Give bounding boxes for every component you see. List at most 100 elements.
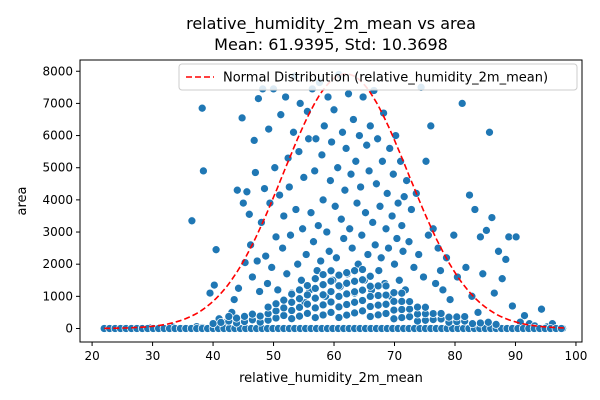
- data-point: [363, 250, 373, 259]
- y-tick-label: 8000: [42, 64, 73, 78]
- data-point: [295, 303, 304, 312]
- data-point: [318, 270, 328, 279]
- data-point: [270, 163, 280, 173]
- data-point: [436, 309, 446, 318]
- data-point: [378, 156, 387, 166]
- data-point: [511, 232, 521, 242]
- data-point: [482, 226, 491, 235]
- data-point: [287, 314, 297, 324]
- data-point: [368, 218, 378, 227]
- data-point: [346, 169, 356, 179]
- data-point: [295, 311, 304, 321]
- data-point: [276, 110, 286, 120]
- data-point: [504, 232, 514, 242]
- data-point: [398, 246, 408, 256]
- data-point: [357, 230, 367, 240]
- data-point: [409, 263, 419, 272]
- data-point: [260, 184, 269, 193]
- data-point: [414, 250, 424, 259]
- data-point: [263, 302, 273, 312]
- data-point: [291, 205, 301, 214]
- data-point: [389, 297, 399, 306]
- data-point: [467, 291, 477, 301]
- data-point: [376, 253, 386, 263]
- data-point: [520, 311, 529, 320]
- y-tick-label: 3000: [42, 225, 73, 239]
- data-point: [419, 272, 428, 282]
- data-point: [340, 185, 350, 195]
- data-point: [317, 150, 327, 160]
- data-point: [267, 263, 277, 272]
- data-point: [232, 313, 241, 323]
- data-point: [381, 281, 391, 291]
- data-point: [238, 198, 248, 208]
- data-point: [255, 287, 264, 296]
- data-point: [318, 280, 328, 290]
- data-point: [334, 281, 344, 291]
- legend-box: [178, 63, 578, 91]
- data-point: [279, 295, 289, 305]
- data-point: [297, 275, 306, 285]
- data-point: [273, 285, 283, 295]
- data-point: [293, 259, 303, 269]
- data-point: [374, 266, 384, 275]
- data-point: [470, 205, 480, 214]
- data-point: [473, 308, 483, 317]
- data-point: [438, 285, 448, 295]
- data-point: [299, 173, 309, 182]
- data-point: [491, 320, 501, 329]
- x-tick-label: 30: [145, 349, 160, 363]
- data-point: [301, 250, 311, 259]
- data-point: [224, 312, 234, 321]
- data-point: [318, 300, 328, 310]
- data-point: [264, 124, 274, 134]
- plot-frame: [79, 59, 583, 343]
- data-point: [318, 195, 328, 205]
- data-point: [476, 232, 485, 242]
- data-point: [323, 92, 333, 102]
- data-point: [329, 105, 339, 115]
- data-point: [397, 221, 407, 230]
- data-point: [334, 313, 344, 322]
- data-point: [478, 269, 488, 279]
- data-point: [261, 251, 271, 261]
- data-point: [436, 266, 445, 275]
- data-point: [404, 237, 414, 247]
- data-point: [397, 297, 407, 306]
- data-point: [295, 285, 304, 295]
- data-point: [187, 216, 197, 226]
- data-point: [254, 94, 263, 103]
- data-point: [211, 245, 221, 255]
- data-point: [306, 208, 316, 218]
- data-point: [396, 156, 405, 166]
- data-point: [232, 185, 242, 195]
- data-point: [304, 134, 313, 144]
- x-axis-label: relative_humidity_2m_mean: [239, 371, 423, 386]
- data-point: [457, 99, 467, 108]
- data-point: [426, 121, 436, 131]
- data-point: [197, 103, 207, 113]
- y-tick-label: 0: [65, 321, 73, 335]
- data-point: [476, 318, 485, 328]
- data-point: [350, 276, 359, 286]
- data-point: [248, 272, 257, 282]
- data-point: [399, 192, 409, 202]
- data-point: [397, 288, 407, 298]
- data-point: [271, 299, 281, 309]
- data-point: [356, 182, 365, 192]
- x-tick-label: 80: [447, 349, 462, 363]
- data-point: [468, 319, 477, 329]
- data-point: [330, 201, 340, 211]
- data-point: [413, 302, 422, 312]
- data-point: [350, 297, 359, 307]
- data-point: [295, 99, 305, 108]
- data-point: [298, 224, 307, 234]
- data-point: [278, 243, 287, 253]
- data-point: [358, 275, 367, 285]
- x-tick-label: 70: [387, 349, 402, 363]
- data-point: [387, 211, 397, 221]
- data-point: [421, 302, 430, 312]
- data-point: [365, 281, 375, 291]
- data-point: [362, 140, 372, 150]
- data-point: [508, 301, 517, 311]
